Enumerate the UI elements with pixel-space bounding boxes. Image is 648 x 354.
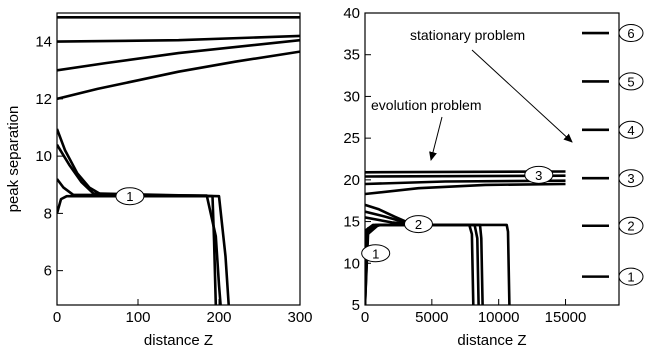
- right-x-tick-label: 5000: [415, 309, 448, 326]
- stationary-level-marker-6: [618, 24, 644, 43]
- left-marker-label-1: 1: [126, 189, 133, 204]
- right-x-axis-label: distance Z: [457, 332, 526, 349]
- right-y-tick-label: 15: [343, 214, 360, 231]
- left-y-tick-label: 10: [35, 148, 52, 165]
- stationary-level-label-4: 4: [627, 123, 634, 138]
- right-marker-label-1: 1: [372, 246, 379, 261]
- stationary-level-label-5: 5: [627, 74, 634, 89]
- annotation-evolution-problem: evolution problem: [371, 97, 482, 113]
- left-series-line-3: [57, 38, 300, 72]
- left-x-tick-label: 200: [206, 309, 231, 326]
- left-y-axis-label: peak separation: [5, 106, 22, 213]
- left-chart-series: [57, 15, 300, 305]
- right-series-line-3: [365, 179, 566, 186]
- right-y-tick-label: 25: [343, 130, 360, 147]
- left-series-line-6: [57, 144, 230, 305]
- stationary-level-marker-5: [618, 72, 644, 91]
- left-x-tick-label: 300: [287, 309, 312, 326]
- right-chart-series: [365, 170, 566, 305]
- right-marker-3: [524, 165, 554, 184]
- left-x-tick-label: 100: [125, 309, 150, 326]
- right-marker-label-3: 3: [535, 168, 542, 183]
- right-x-tick-label: 0: [361, 309, 369, 326]
- left-series-line-5: [57, 128, 222, 305]
- right-series-line-4: [365, 182, 566, 196]
- left-x-axis-label: distance Z: [144, 332, 213, 349]
- right-series-line-11: [365, 223, 511, 305]
- stationary-level-label-1: 1: [627, 270, 634, 285]
- left-chart-frame: [56, 12, 301, 306]
- stationary-level-marker-4: [618, 120, 644, 139]
- right-y-tick-label: 10: [343, 255, 360, 272]
- left-chart-axis-ticks: 0 100 200 300 6 8 10 12 14: [35, 34, 312, 326]
- left-y-tick-label: 14: [35, 34, 52, 51]
- right-x-tick-label: 15000: [545, 309, 587, 326]
- left-series-line-4: [57, 50, 300, 101]
- right-marker-label-2: 2: [415, 217, 422, 232]
- right-marker-2: [403, 215, 433, 234]
- stationary-level-marker-1: [618, 267, 644, 286]
- stationary-level-label-6: 6: [627, 26, 634, 41]
- left-y-tick-label: 12: [35, 91, 52, 108]
- left-marker-1: [115, 187, 145, 206]
- right-chart-annotations: 1 2 3 1 2 3 4 5 6: [361, 24, 644, 286]
- right-y-tick-label: 20: [343, 172, 360, 189]
- arrow-stationary-problem: [471, 49, 573, 143]
- right-marker-1: [361, 244, 391, 263]
- right-series-line-9: [365, 223, 480, 305]
- left-y-tick-label: 6: [44, 263, 52, 280]
- arrow-evolution-problem: [429, 116, 443, 161]
- left-chart-panel: 0 100 200 300 6 8 10 12 14 1 distance Z peak sep…: [5, 12, 313, 349]
- right-chart-frame: [364, 12, 620, 306]
- right-series-line-10: [365, 223, 484, 305]
- left-x-tick-label: 0: [53, 309, 61, 326]
- right-chart-axis-ticks: 0 5000 10000 15000 5 10 15 20 25 30 35 40: [343, 5, 586, 326]
- right-y-tick-label: 5: [352, 297, 360, 314]
- right-y-tick-label: 30: [343, 88, 360, 105]
- stationary-level-label-3: 3: [627, 171, 634, 186]
- left-y-tick-label: 8: [44, 205, 52, 222]
- left-series-line-2: [57, 34, 300, 43]
- left-chart-annotations: 1: [115, 187, 145, 206]
- right-y-tick-label: 40: [343, 5, 360, 22]
- stationary-level-label-2: 2: [627, 219, 634, 234]
- stationary-level-marker-3: [618, 169, 644, 188]
- right-chart-panel: 0 5000 10000 15000 5 10 15 20 25 30 35 40 1 2 3 1 2 3 4 5 6…: [343, 5, 644, 349]
- stationary-level-marker-2: [618, 216, 644, 235]
- annotation-stationary-problem: stationary problem: [410, 27, 525, 43]
- right-x-tick-label: 10000: [478, 309, 520, 326]
- right-y-tick-label: 35: [343, 47, 360, 64]
- right-series-line-8: [365, 223, 475, 305]
